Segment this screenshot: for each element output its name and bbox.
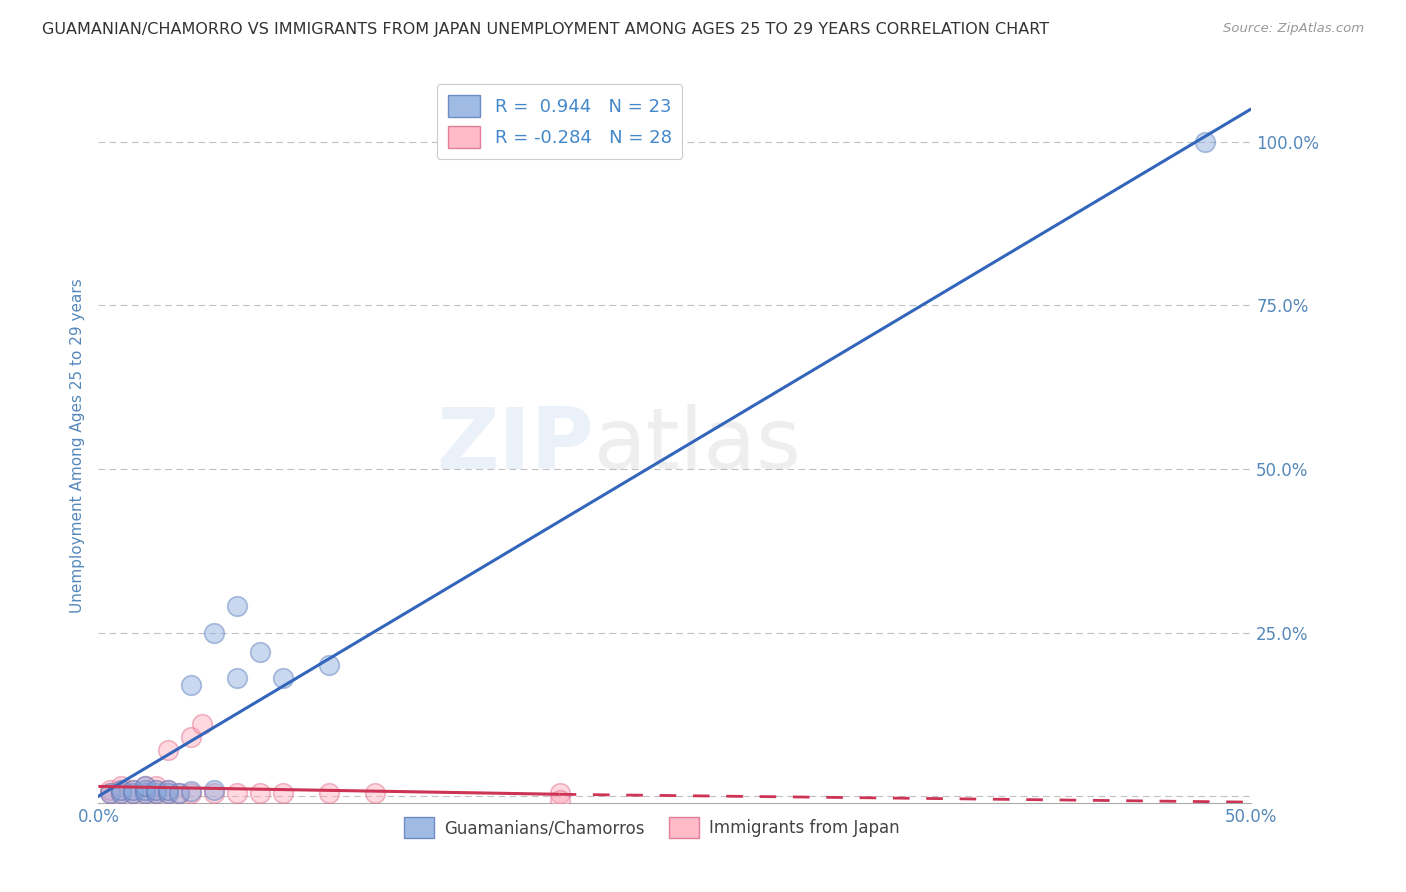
Point <box>156 786 179 800</box>
Point <box>110 782 132 797</box>
Point <box>167 786 190 800</box>
Point <box>548 792 571 806</box>
Point <box>225 786 247 800</box>
Point <box>364 786 387 800</box>
Point <box>98 786 121 800</box>
Point <box>134 780 156 794</box>
Text: GUAMANIAN/CHAMORRO VS IMMIGRANTS FROM JAPAN UNEMPLOYMENT AMONG AGES 25 TO 29 YEA: GUAMANIAN/CHAMORRO VS IMMIGRANTS FROM JA… <box>42 22 1049 37</box>
Point <box>122 782 145 797</box>
Point <box>156 782 179 797</box>
Point <box>318 658 340 673</box>
Point <box>145 782 167 797</box>
Point <box>134 780 156 794</box>
Point <box>225 599 247 614</box>
Point <box>98 786 121 800</box>
Legend: Guamanians/Chamorros, Immigrants from Japan: Guamanians/Chamorros, Immigrants from Ja… <box>396 811 907 845</box>
Point <box>156 782 179 797</box>
Point <box>122 782 145 797</box>
Point <box>156 786 179 800</box>
Point <box>249 645 271 659</box>
Text: atlas: atlas <box>595 404 803 488</box>
Point <box>202 782 225 797</box>
Point <box>271 786 294 800</box>
Point <box>156 743 179 757</box>
Point <box>145 782 167 797</box>
Point <box>134 786 156 800</box>
Point <box>110 786 132 800</box>
Point <box>318 786 340 800</box>
Point <box>134 782 156 797</box>
Point <box>110 782 132 797</box>
Point <box>134 786 156 800</box>
Point <box>1194 135 1216 149</box>
Point <box>191 717 214 731</box>
Point <box>225 672 247 686</box>
Point <box>271 672 294 686</box>
Point <box>98 782 121 797</box>
Point <box>145 786 167 800</box>
Point <box>180 731 202 745</box>
Point <box>122 786 145 800</box>
Point <box>202 786 225 800</box>
Point <box>145 780 167 794</box>
Text: ZIP: ZIP <box>436 404 595 488</box>
Point <box>180 786 202 800</box>
Text: Source: ZipAtlas.com: Source: ZipAtlas.com <box>1223 22 1364 36</box>
Point <box>122 786 145 800</box>
Point <box>134 782 156 797</box>
Point <box>548 786 571 800</box>
Point <box>110 780 132 794</box>
Y-axis label: Unemployment Among Ages 25 to 29 years: Unemployment Among Ages 25 to 29 years <box>69 278 84 614</box>
Point <box>110 786 132 800</box>
Point <box>180 678 202 692</box>
Point <box>249 786 271 800</box>
Point <box>180 784 202 798</box>
Point <box>167 786 190 800</box>
Point <box>202 625 225 640</box>
Point <box>145 786 167 800</box>
